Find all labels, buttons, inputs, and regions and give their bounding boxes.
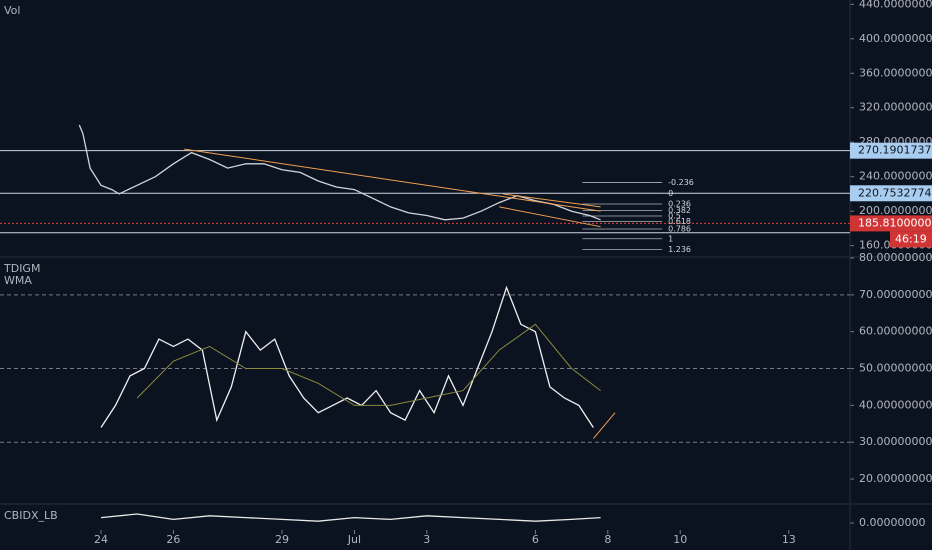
series-line	[100, 285, 594, 428]
x-tick-label: 8	[604, 533, 611, 546]
fib-label: 0.236	[668, 200, 691, 209]
fib-label: 0.5	[668, 212, 681, 221]
pane-label: CBIDX_LB	[4, 509, 58, 522]
trend-line	[499, 206, 601, 228]
y-tick-label: 200.00000000	[859, 204, 932, 217]
x-tick-label: Jul	[347, 533, 361, 546]
x-tick-label: 6	[532, 533, 539, 546]
series-line	[136, 323, 601, 406]
fib-label: 1.236	[668, 245, 691, 254]
pane-label: Vol	[4, 4, 20, 17]
price-label-box	[850, 185, 932, 202]
trend-line	[592, 412, 616, 439]
fib-label: 0.618	[668, 217, 691, 226]
y-tick-label: 240.00000000	[859, 170, 932, 183]
x-tick-label: 24	[94, 533, 108, 546]
fib-label: 0.786	[668, 225, 691, 234]
y-tick-label: 40.00000000	[859, 398, 932, 411]
price-label: 270.19017376	[858, 144, 932, 157]
x-tick-label: 10	[673, 533, 687, 546]
y-tick-label: 60.00000000	[859, 325, 932, 338]
fib-label: 0	[668, 189, 673, 198]
price-label: 185.81000000	[858, 216, 932, 229]
y-tick-label: 30.00000000	[859, 435, 932, 448]
y-tick-label: 400.00000000	[859, 32, 932, 45]
y-tick-label: 70.00000000	[859, 288, 932, 301]
fib-label: 1	[668, 234, 673, 243]
fib-label: 0.382	[668, 206, 691, 215]
y-tick-label: 80.00000000	[859, 251, 932, 264]
y-tick-label: 50.00000000	[859, 362, 932, 375]
x-tick-label: 3	[423, 533, 430, 546]
y-tick-label: 320.00000000	[859, 101, 932, 114]
pane-sublabel: WMA	[4, 274, 32, 287]
y-tick-label: 0.00000000	[859, 516, 925, 529]
x-tick-label: 26	[166, 533, 180, 546]
countdown-box	[890, 231, 932, 248]
fib-label: -0.236	[668, 178, 694, 187]
x-tick-label: 13	[782, 533, 796, 546]
countdown: 46:19	[895, 232, 927, 245]
series-line	[100, 513, 601, 522]
y-tick-label: 20.00000000	[859, 472, 932, 485]
y-tick-label: 360.00000000	[859, 66, 932, 79]
price-label-box	[850, 142, 932, 159]
trend-line	[184, 148, 601, 212]
price-label-box	[850, 215, 932, 232]
price-label: 220.75327741	[858, 186, 932, 199]
pane-label: TDIGM	[3, 262, 40, 275]
x-tick-label: 29	[275, 533, 289, 546]
y-tick-label: 440.00000000	[859, 0, 932, 10]
trend-line	[502, 193, 601, 208]
